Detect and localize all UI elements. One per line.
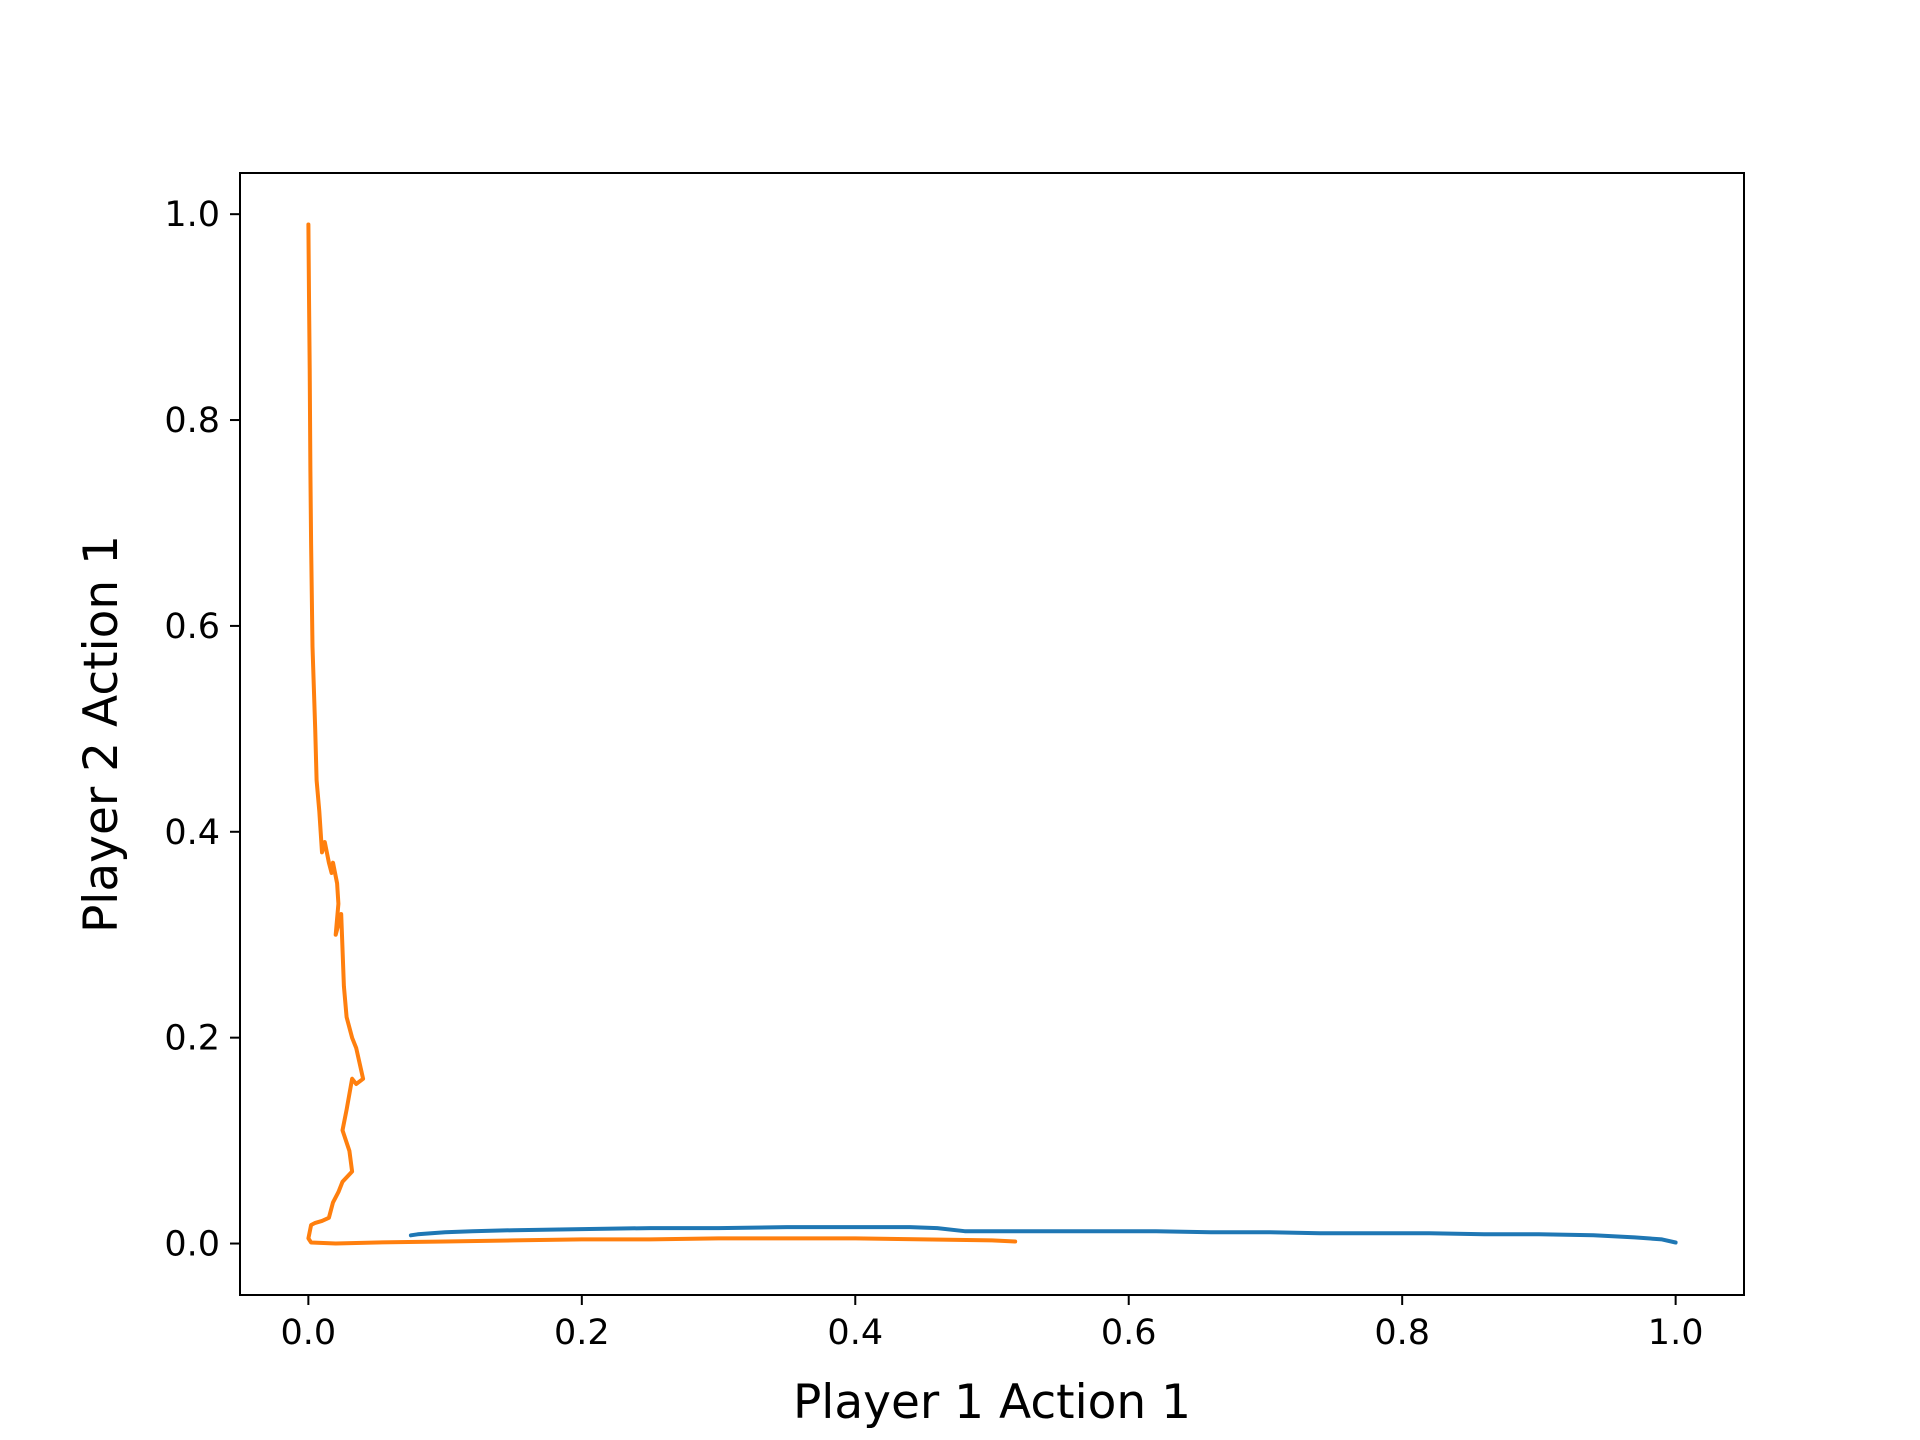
series-line-2	[306, 222, 1018, 1246]
series-line-1	[408, 1225, 1678, 1245]
x-axis-label: Player 1 Action 1	[793, 1375, 1191, 1430]
y-axis: 0.0 0.2 0.4 0.6 0.8 1.0	[164, 195, 240, 1265]
y-tick-label: 0.6	[164, 607, 220, 647]
y-tick-label: 0.0	[164, 1225, 220, 1265]
y-tick-label: 0.2	[164, 1019, 220, 1059]
plot-frame	[239, 172, 1745, 1296]
plot-background	[240, 173, 1744, 1295]
y-tick-label: 0.4	[164, 813, 220, 853]
y-tick-label: 1.0	[164, 195, 220, 235]
x-tick-label: 0.8	[1374, 1313, 1430, 1353]
y-tick-label: 0.8	[164, 401, 220, 441]
x-tick-label: 1.0	[1648, 1313, 1704, 1353]
x-tick-label: 0.2	[554, 1313, 610, 1353]
x-tick-label: 0.0	[281, 1313, 337, 1353]
series-layer	[306, 222, 1678, 1246]
x-tick-label: 0.6	[1101, 1313, 1157, 1353]
x-axis: 0.0 0.2 0.4 0.6 0.8 1.0	[281, 1295, 1704, 1353]
x-tick-label: 0.4	[827, 1313, 883, 1353]
y-axis-label: Player 2 Action 1	[74, 535, 129, 933]
